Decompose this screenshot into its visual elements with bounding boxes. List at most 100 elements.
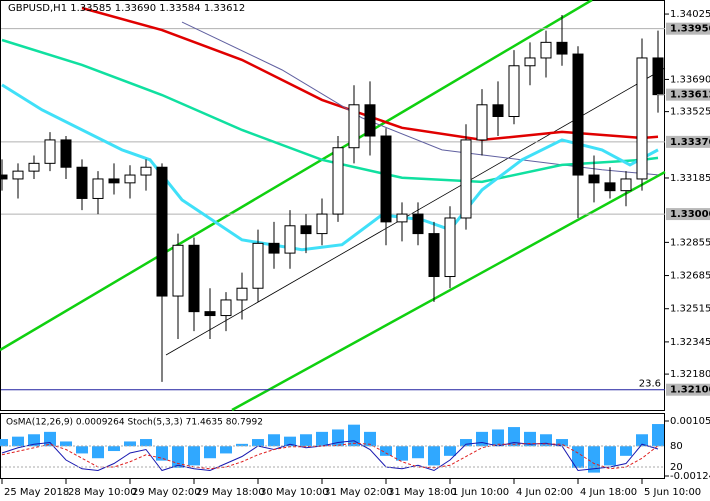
candle-body bbox=[204, 311, 216, 317]
candle-body bbox=[444, 217, 456, 278]
candle-body bbox=[620, 178, 632, 192]
level-label: 1.32100 bbox=[670, 385, 710, 396]
candle-body bbox=[412, 213, 424, 235]
osma-bar bbox=[316, 431, 328, 447]
osma-bar bbox=[444, 446, 456, 456]
osma-bar bbox=[524, 431, 536, 447]
candle-body bbox=[188, 244, 200, 313]
x-tick-label: 30 May 10:00 bbox=[260, 487, 329, 498]
candle-body bbox=[284, 225, 296, 254]
osma-bar bbox=[124, 441, 136, 447]
candle-body bbox=[252, 242, 264, 289]
osma-bar bbox=[492, 429, 504, 447]
level-label-bg bbox=[666, 135, 710, 148]
osma-bar bbox=[156, 446, 168, 461]
y-tick-label: 1.33525 bbox=[670, 107, 710, 118]
osma-bar bbox=[572, 446, 584, 468]
candle-body bbox=[12, 170, 24, 180]
candle-body bbox=[524, 57, 536, 67]
candle-body bbox=[508, 65, 520, 118]
candle-body bbox=[28, 162, 40, 172]
osma-bar bbox=[428, 446, 440, 466]
candle-body bbox=[0, 174, 8, 180]
candle-body bbox=[588, 174, 600, 184]
x-tick-label: 31 May 18:00 bbox=[388, 487, 457, 498]
candle-body bbox=[460, 139, 472, 219]
osma-bar bbox=[380, 446, 392, 456]
osma-bar bbox=[268, 434, 280, 447]
osma-bar bbox=[636, 434, 648, 447]
candle-body bbox=[476, 104, 488, 141]
candle-body bbox=[604, 182, 616, 192]
moving-average bbox=[81, 6, 659, 142]
x-tick-label: 25 May 2018 bbox=[4, 487, 69, 498]
osma-bar bbox=[364, 431, 376, 447]
price-label: 1.33612 bbox=[670, 90, 710, 101]
level-label: 1.33370 bbox=[670, 137, 710, 148]
candle-body bbox=[348, 104, 360, 149]
osma-bar bbox=[620, 446, 632, 456]
candle-body bbox=[300, 225, 312, 235]
candle-body bbox=[636, 57, 648, 180]
y-tick-label: -0.001242 bbox=[670, 471, 710, 482]
osma-bar bbox=[252, 439, 264, 447]
y-tick-label: 1.34025 bbox=[670, 9, 710, 20]
chart-title: GBPUSD,H1 1.33585 1.33690 1.33584 1.3361… bbox=[8, 3, 245, 14]
osma-bar bbox=[0, 439, 8, 447]
osma-bar bbox=[284, 436, 296, 447]
osma-bar bbox=[188, 446, 200, 466]
osma-bar bbox=[12, 436, 24, 447]
osma-bar bbox=[540, 434, 552, 447]
x-tick-label: 1 Jun 10:00 bbox=[452, 487, 509, 498]
candle-body bbox=[172, 244, 184, 297]
candle-body bbox=[156, 166, 168, 297]
oscillator-title: OsMA(12,26,9) 0.0009264 Stoch(5,3,3) 71.… bbox=[6, 418, 263, 428]
x-tick-label: 4 Jun 02:00 bbox=[516, 487, 573, 498]
candle-body bbox=[492, 104, 504, 118]
y-tick-label: 0.001053 bbox=[670, 416, 710, 427]
x-tick-label: 28 May 10:00 bbox=[68, 487, 137, 498]
channel-upper bbox=[0, 0, 593, 352]
y-tick-label: 1.33690 bbox=[670, 74, 710, 85]
candle-body bbox=[428, 233, 440, 278]
y-tick-label: 1.32855 bbox=[670, 237, 710, 248]
candle-body bbox=[396, 213, 408, 223]
level-label-bg bbox=[666, 22, 710, 35]
candle-body bbox=[124, 174, 136, 184]
osma-bar bbox=[300, 434, 312, 447]
y-tick-label: 1.33185 bbox=[670, 173, 710, 184]
y2-tick-label: 20 bbox=[670, 462, 683, 473]
level-label-bg bbox=[666, 383, 710, 396]
osma-bar bbox=[140, 439, 152, 447]
osma-bar bbox=[108, 446, 120, 452]
candle-body bbox=[268, 242, 280, 254]
moving-average bbox=[1, 38, 659, 184]
candle-body bbox=[572, 53, 584, 176]
candle-body bbox=[92, 178, 104, 199]
candle-body bbox=[540, 41, 552, 59]
y-tick-label: 1.32685 bbox=[670, 271, 710, 282]
candle-body bbox=[76, 166, 88, 199]
candle-body bbox=[556, 41, 568, 55]
y-tick-label: 1.32515 bbox=[670, 304, 710, 315]
candle-body bbox=[316, 213, 328, 235]
osma-bar bbox=[412, 446, 424, 459]
osma-bar bbox=[508, 427, 520, 447]
osma-bar bbox=[44, 431, 56, 447]
osma-bar bbox=[204, 446, 216, 459]
candle-body bbox=[236, 287, 248, 301]
candle-body bbox=[60, 139, 72, 168]
osma-bar bbox=[28, 434, 40, 447]
osma-bar bbox=[60, 441, 72, 447]
osma-bar bbox=[588, 446, 600, 473]
candle-body bbox=[44, 139, 56, 164]
y-tick-label: 1.32345 bbox=[670, 337, 710, 348]
x-tick-label: 29 May 18:00 bbox=[196, 487, 265, 498]
level-label: 1.33000 bbox=[670, 209, 710, 220]
moving-average bbox=[181, 21, 659, 176]
osma-bar bbox=[220, 446, 232, 454]
x-tick-label: 5 Jun 10:00 bbox=[644, 487, 701, 498]
candle-body bbox=[380, 135, 392, 223]
osma-bar bbox=[396, 446, 408, 461]
